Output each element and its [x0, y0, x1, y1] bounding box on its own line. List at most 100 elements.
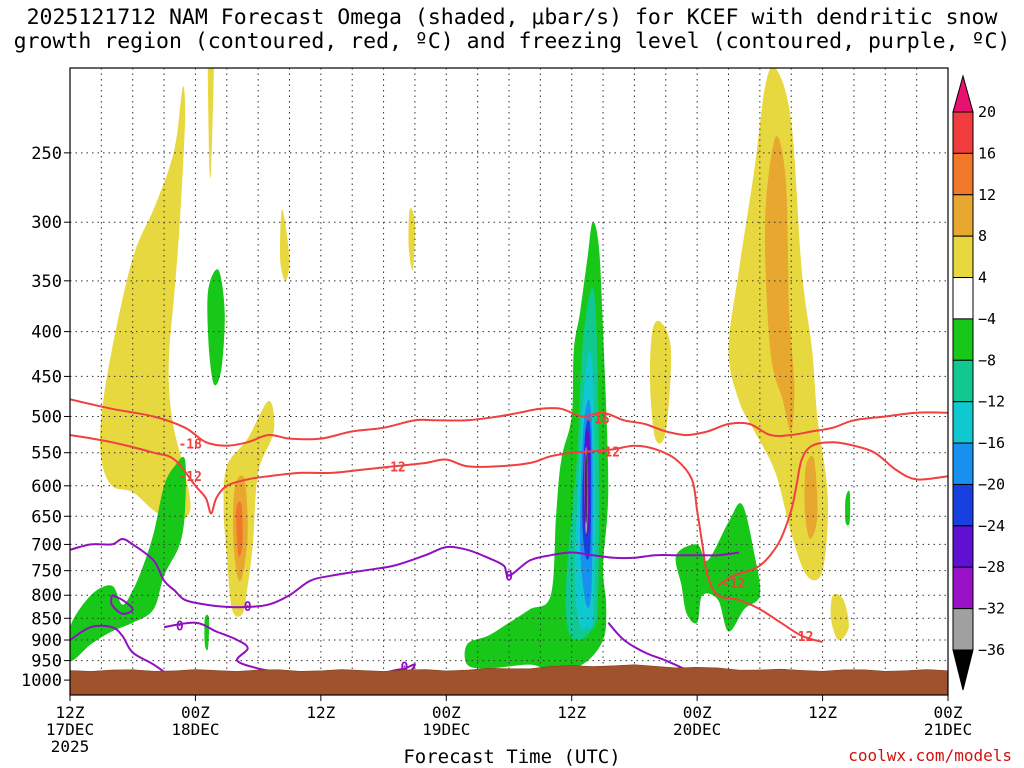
- y-tick-label: 950: [31, 652, 62, 672]
- dendritic-contour-label: -16: [586, 413, 610, 428]
- omega-positive-region-2: [279, 209, 290, 281]
- colorbar-label: −12: [978, 393, 1005, 411]
- freezing-contour-1: [110, 594, 134, 615]
- y-tick-label: 350: [31, 272, 62, 292]
- dendritic-contour-label: -12: [790, 630, 813, 645]
- y-tick-label: 750: [31, 562, 62, 582]
- x-axis-title: Forecast Time (UTC): [403, 746, 621, 768]
- colorbar-segment-2: [952, 152, 974, 196]
- terrain-band: [70, 664, 948, 695]
- y-tick-label: 850: [31, 609, 62, 629]
- colorbar-label: −28: [978, 558, 1005, 576]
- chart-title-line1: 2025121712 NAM Forecast Omega (shaded, μ…: [26, 5, 998, 30]
- omega-positive-region-10: [804, 455, 818, 540]
- y-tick-label: 500: [31, 407, 62, 427]
- colorbar-segment-9: [952, 442, 974, 485]
- omega-positive-region-6: [408, 208, 416, 271]
- y-tick-label: 1000: [21, 671, 62, 691]
- colorbar-segment-1: [952, 111, 974, 154]
- colorbar-label: −36: [978, 641, 1005, 659]
- omega-negative-region-5: [845, 490, 851, 526]
- omega-negative-region-1: [207, 269, 225, 386]
- dendritic-contour-label: -18: [178, 438, 202, 453]
- x-tick-label: 12Z: [808, 703, 837, 722]
- omega-positive-region-3: [223, 400, 275, 617]
- colorbar-label: −24: [978, 517, 1005, 535]
- y-tick-label: 600: [31, 477, 62, 497]
- omega-positive-region-5: [236, 501, 243, 558]
- omega-negative-region-0: [70, 456, 186, 661]
- omega-negative-region-2: [204, 614, 210, 651]
- omega-positive-region-0: [100, 86, 191, 523]
- x-tick-label: 12Z: [306, 703, 335, 722]
- colorbar-label: −4: [978, 310, 996, 328]
- x-tick-label: 17DEC: [46, 720, 94, 739]
- x-tick-label: 21DEC: [924, 720, 972, 739]
- omega-negative-region-13: [585, 452, 587, 524]
- freezing-contour-label: 0: [505, 570, 513, 585]
- x-tick-label: 2025: [51, 737, 90, 756]
- x-tick-label: 19DEC: [422, 720, 470, 739]
- plot-border: [69, 67, 949, 696]
- dendritic-contour-2: [717, 441, 948, 587]
- omega-negative-region-4: [675, 503, 761, 632]
- omega-positive-region-1: [207, 68, 214, 179]
- colorbar-segment-10: [952, 483, 974, 527]
- colorbar-bottom-arrow: [952, 649, 974, 691]
- colorbar-segment-5: [952, 277, 974, 320]
- colorbar-label: 16: [978, 144, 996, 162]
- y-tick-label: 550: [31, 444, 62, 464]
- colorbar-label: 20: [978, 103, 996, 121]
- y-tick-label: 300: [31, 213, 62, 233]
- freezing-contour-label: 0: [176, 619, 184, 634]
- y-tick-label: 800: [31, 586, 62, 606]
- colorbar-top-arrow: [952, 74, 974, 113]
- contour-lines: -18 -12 -12 -16 -12 -12 -12 0 0 0 0: [70, 398, 948, 689]
- credit-link[interactable]: coolwx.com/models: [848, 746, 1012, 765]
- colorbar-segment-11: [952, 525, 974, 568]
- omega-positive-region-9: [764, 136, 795, 432]
- colorbar-segment-3: [952, 194, 974, 237]
- dendritic-contour-label: -12: [722, 577, 745, 592]
- colorbar-segment-4: [952, 235, 974, 279]
- dendritic-contour-label: -12: [597, 445, 620, 460]
- colorbar-segment-13: [952, 608, 974, 651]
- omega-shading: [70, 68, 851, 671]
- freezing-contour-label: 0: [401, 661, 409, 676]
- plot-frame: [69, 67, 949, 696]
- x-tick-label: 12Z: [56, 703, 85, 722]
- colorbar-segment-8: [952, 401, 974, 444]
- chart-title-line2: growth region (contoured, red, ºC) and f…: [13, 29, 1011, 54]
- x-tick-label: 00Z: [934, 703, 963, 722]
- x-tick-label: 12Z: [557, 703, 586, 722]
- colorbar: 20 16 12 8 4 −4 −8 −12 −16 −20 −24 −28 −32 −36: [952, 74, 1005, 691]
- omega-positive-region-7: [649, 320, 672, 444]
- y-tick-label: 400: [31, 323, 62, 343]
- chart-title: 2025121712 NAM Forecast Omega (shaded, μ…: [0, 6, 1024, 54]
- freezing-contour-0: [70, 537, 740, 609]
- y-tick-label: 900: [31, 631, 62, 651]
- x-tick-label: 00Z: [181, 703, 210, 722]
- colorbar-label: 8: [978, 227, 987, 245]
- colorbar-label: −20: [978, 475, 1005, 493]
- x-tick-label: 00Z: [432, 703, 461, 722]
- colorbar-label: 4: [978, 269, 987, 287]
- y-tick-label: 450: [31, 367, 62, 387]
- x-tick-label: 00Z: [683, 703, 712, 722]
- x-tick-label: 20DEC: [673, 720, 721, 739]
- y-tick-label: 650: [31, 507, 62, 527]
- grid-lines: [70, 68, 948, 695]
- y-tick-label: 700: [31, 535, 62, 555]
- freezing-contour-label: 0: [244, 600, 252, 615]
- y-tick-label: 250: [31, 144, 62, 164]
- axis-labels: 2503003504004505005506006507007508008509…: [21, 144, 972, 756]
- colorbar-label: −8: [978, 351, 996, 369]
- terrain-ground: [70, 664, 948, 695]
- omega-positive-region-11: [830, 593, 849, 641]
- colorbar-segment-6: [952, 318, 974, 361]
- dendritic-contour-1: [70, 434, 823, 644]
- colorbar-label: 12: [978, 186, 996, 204]
- x-tick-label: 18DEC: [171, 720, 219, 739]
- dendritic-contour-0: [70, 398, 948, 447]
